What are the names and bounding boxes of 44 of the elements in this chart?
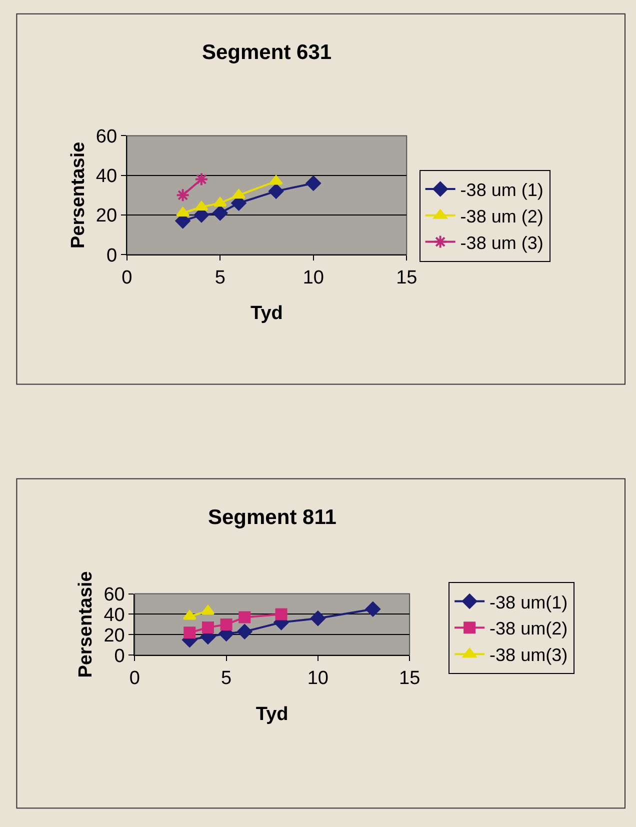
y-axis-title: Persentasie	[68, 142, 89, 248]
point	[310, 610, 326, 626]
legend-label: -38 um (2)	[460, 206, 544, 226]
x-axis-title: Tyd	[250, 303, 283, 324]
point	[275, 608, 288, 620]
point	[213, 197, 227, 207]
point	[194, 201, 208, 211]
y-tick-label: 0	[114, 646, 125, 667]
point	[212, 205, 228, 220]
legend-label: -38 um (1)	[460, 180, 544, 200]
x-tick-label: 15	[396, 267, 418, 288]
y-tick-label: 60	[96, 126, 118, 148]
point	[268, 184, 284, 199]
legend-label: -38 um(3)	[490, 645, 568, 666]
point	[269, 175, 283, 185]
legend-label: -38 um (3)	[460, 232, 544, 253]
y-tick-label: 0	[106, 245, 118, 266]
point	[220, 618, 232, 630]
x-axis-title: Tyd	[256, 704, 288, 725]
y-tick-label: 60	[104, 584, 125, 606]
y-tick-label: 20	[96, 206, 118, 227]
point	[237, 624, 252, 640]
x-tick-label: 10	[302, 267, 324, 288]
x-tick-label: 15	[398, 668, 420, 689]
chart-title: Segment 811	[208, 506, 337, 529]
point	[176, 206, 190, 216]
x-tick-label: 5	[221, 668, 232, 689]
point	[202, 622, 214, 634]
x-tick-label: 0	[129, 668, 140, 689]
point	[184, 626, 196, 639]
x-tick-label: 10	[307, 668, 328, 689]
point	[176, 188, 190, 202]
legend-label: -38 um(1)	[490, 592, 568, 612]
point	[306, 176, 321, 191]
chart-title: Segment 631	[202, 41, 332, 64]
legend-label: -38 um(2)	[490, 618, 568, 639]
x-tick-label: 5	[214, 267, 226, 288]
point	[365, 602, 380, 617]
point	[194, 172, 208, 186]
y-tick-label: 40	[96, 166, 118, 187]
y-tick-label: 40	[104, 604, 125, 626]
point	[238, 611, 251, 624]
y-axis-title: Persentasie	[76, 571, 97, 678]
y-tick-label: 20	[104, 625, 125, 646]
